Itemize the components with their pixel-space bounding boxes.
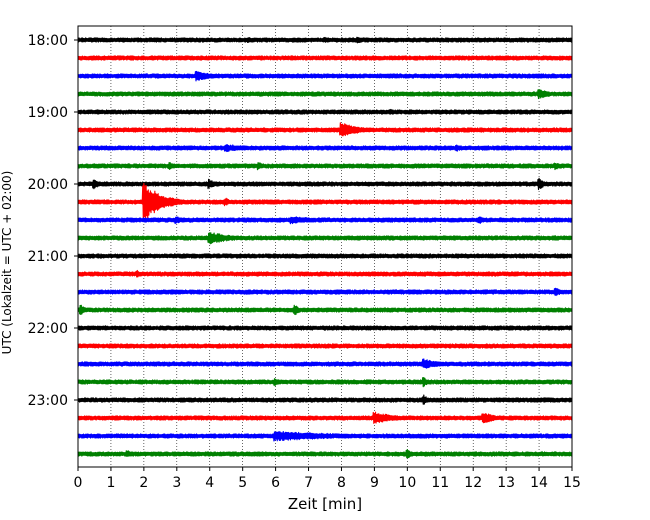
trace-1845 <box>77 89 573 100</box>
trace-1830 <box>77 70 573 82</box>
x-tick-label: 12 <box>464 475 482 491</box>
y-tick-label: 18:00 <box>28 33 68 49</box>
x-tick-label: 14 <box>530 475 548 491</box>
x-tick-label: 10 <box>398 475 416 491</box>
x-tick-label: 2 <box>139 475 148 491</box>
y-axis-ticks: 18:00 19:00 20:00 21:00 22:00 23:00 <box>28 33 78 409</box>
x-tick-label: 13 <box>497 475 515 491</box>
x-tick-label: 8 <box>337 475 346 491</box>
x-tick-label: 5 <box>238 475 247 491</box>
x-tick-label: 0 <box>74 475 83 491</box>
x-tick-label: 9 <box>370 475 379 491</box>
trace-2200 <box>77 325 573 331</box>
x-tick-label: 4 <box>205 475 214 491</box>
x-tick-label: 15 <box>563 475 581 491</box>
trace-2045 <box>77 232 573 245</box>
trace-1945 <box>77 162 573 171</box>
trace-2315 <box>77 411 573 424</box>
trace-2030 <box>77 216 573 225</box>
trace-2145 <box>77 304 573 316</box>
trace-2000 <box>77 177 573 191</box>
y-axis-label: UTC (Lokalzeit = UTC + 02:00) <box>0 171 14 355</box>
trace-2245 <box>77 376 573 388</box>
y-tick-label: 19:00 <box>28 105 68 121</box>
x-tick-label: 6 <box>271 475 280 491</box>
trace-1915 <box>77 122 573 137</box>
y-tick-label: 21:00 <box>28 249 68 265</box>
trace-2230 <box>77 358 573 369</box>
x-axis-ticks: 0 1 2 3 4 5 6 7 8 9 10 11 12 13 14 15 <box>74 467 581 491</box>
trace-1900 <box>77 108 573 115</box>
x-tick-label: 1 <box>106 475 115 491</box>
trace-1800 <box>77 36 573 44</box>
y-tick-label: 23:00 <box>28 393 68 409</box>
x-tick-label: 7 <box>304 475 313 491</box>
trace-2215 <box>77 343 573 349</box>
trace-2130 <box>77 287 573 297</box>
trace-2115 <box>77 269 573 278</box>
trace-1930 <box>77 144 573 153</box>
x-axis-label: Zeit [min] <box>288 495 362 513</box>
x-tick-label: 3 <box>172 475 181 491</box>
trace-2015 <box>77 183 573 221</box>
trace-2100 <box>77 253 573 259</box>
trace-2330 <box>77 431 573 442</box>
trace-1815 <box>77 55 573 61</box>
trace-2300 <box>77 394 573 405</box>
trace-2345 <box>77 448 573 459</box>
y-tick-label: 20:00 <box>28 177 68 193</box>
seismic-traces <box>77 36 573 459</box>
x-tick-label: 11 <box>431 475 449 491</box>
y-tick-label: 22:00 <box>28 321 68 337</box>
plot-frame <box>77 25 573 468</box>
